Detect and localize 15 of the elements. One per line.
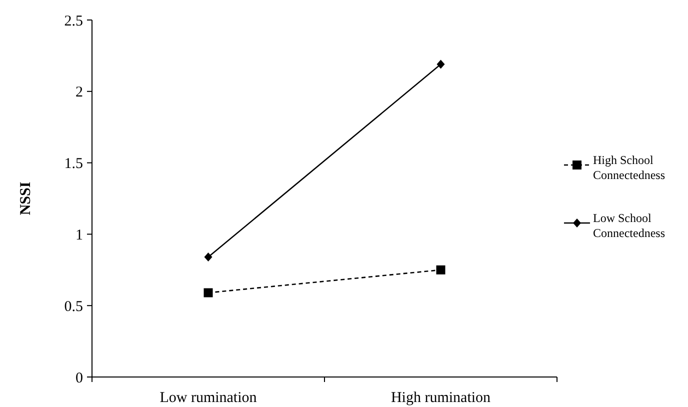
y-tick-label: 0.5 xyxy=(64,298,83,315)
point xyxy=(436,265,446,274)
x-tick-label: Low rumination xyxy=(160,390,258,406)
y-tick-label: 1 xyxy=(76,227,83,244)
y-tick-label: 0 xyxy=(76,370,83,386)
x-tick-label: High rumination xyxy=(390,390,492,406)
point xyxy=(204,252,212,262)
y-axis-title: NSSI xyxy=(18,182,34,216)
y-tick-label: 2.5 xyxy=(64,13,83,30)
y-tick-label: 1.5 xyxy=(64,156,83,172)
legend-label: Low School Connectedness xyxy=(593,211,666,240)
y-tick-label: 2 xyxy=(76,84,83,101)
point xyxy=(436,60,445,69)
legend-label: High School Connectedness xyxy=(593,153,666,182)
point xyxy=(204,288,213,298)
